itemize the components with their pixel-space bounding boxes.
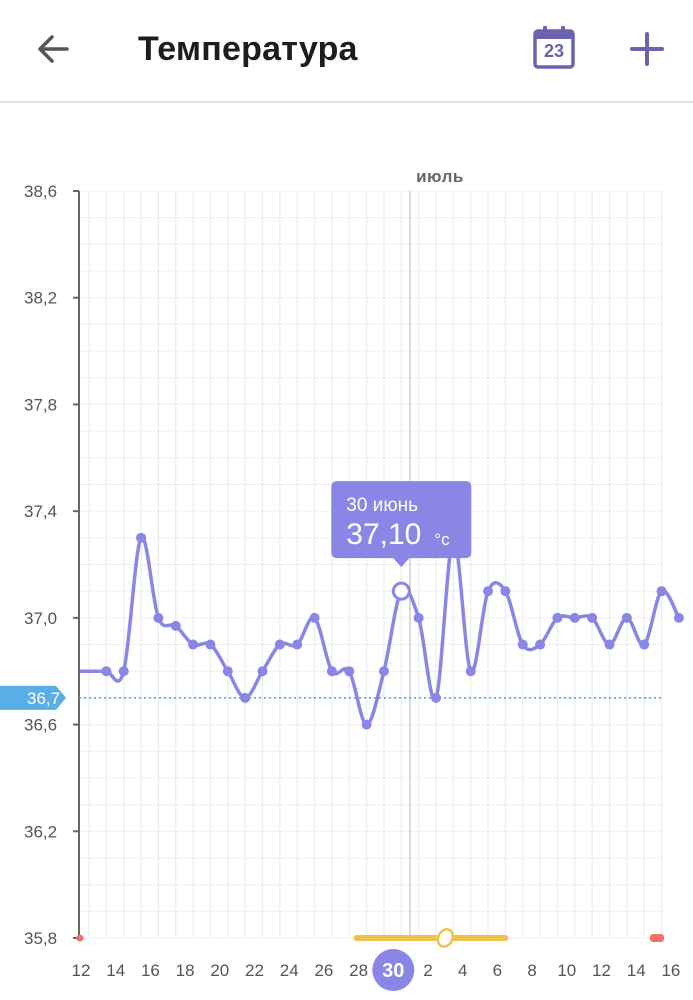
selected-point[interactable] [391, 581, 411, 601]
y-tick-label: 38,2 [24, 289, 57, 308]
x-tick-label[interactable]: 18 [176, 961, 195, 980]
tooltip-value: 37,10 [346, 518, 421, 551]
data-point[interactable] [604, 639, 615, 650]
temperature-chart[interactable]: июль 38,6 38,2 37,8 37,4 37,0 36,6 36,2 35,8 36,7… [0, 102, 693, 1000]
data-point[interactable] [153, 612, 164, 623]
data-point[interactable] [378, 666, 389, 677]
x-tick-label[interactable]: 6 [493, 961, 502, 980]
y-tick-label: 35,8 [24, 929, 57, 948]
x-tick-label[interactable]: 16 [141, 961, 160, 980]
data-point[interactable] [101, 666, 112, 677]
x-tick-label[interactable]: 16 [661, 961, 680, 980]
tooltip-unit: °c [434, 530, 450, 549]
x-tick-label[interactable]: 12 [72, 961, 91, 980]
data-point[interactable] [656, 586, 667, 597]
data-point[interactable] [413, 612, 424, 623]
x-tick-label[interactable]: 12 [592, 961, 611, 980]
selected-day-circle[interactable] [372, 949, 415, 991]
plus-icon [630, 32, 664, 66]
data-point[interactable] [465, 666, 476, 677]
coverline-label: 36,7 [27, 689, 60, 708]
x-tick-label[interactable]: 14 [106, 961, 125, 980]
temperature-line [80, 535, 681, 727]
app-bar: Температура 23 [0, 0, 693, 103]
period-marker-left [76, 934, 84, 942]
data-point[interactable] [535, 639, 546, 650]
period-marker-right [650, 934, 664, 942]
data-point[interactable] [274, 639, 285, 650]
x-tick-label[interactable]: 4 [458, 961, 467, 980]
x-tick-label[interactable]: 8 [527, 961, 536, 980]
tooltip-date: 30 июнь [346, 495, 418, 516]
y-tick-label: 37,4 [24, 502, 57, 521]
data-point[interactable] [673, 612, 684, 623]
x-tick-label[interactable]: 2 [423, 961, 432, 980]
data-point[interactable] [569, 612, 580, 623]
y-tick-label: 38,6 [24, 182, 57, 201]
data-point[interactable] [431, 692, 441, 703]
data-point[interactable] [326, 666, 337, 677]
arrow-left-icon [38, 35, 69, 63]
data-point[interactable] [205, 639, 216, 650]
y-tick-label: 37,0 [24, 609, 57, 628]
calendar-icon [533, 26, 575, 69]
data-point[interactable] [639, 639, 650, 650]
x-tick-label[interactable]: 22 [245, 961, 264, 980]
data-point[interactable] [344, 666, 355, 677]
page-title: Температура [138, 30, 358, 68]
data-point[interactable] [517, 639, 528, 650]
back-button[interactable] [26, 22, 80, 76]
ovulation-marker [436, 928, 454, 948]
data-point[interactable] [188, 639, 199, 650]
data-point[interactable] [552, 612, 563, 623]
data-point[interactable] [118, 666, 129, 677]
data-point[interactable] [240, 692, 251, 703]
coverline-badge[interactable] [0, 685, 66, 710]
data-point[interactable] [292, 639, 303, 650]
x-tick-label[interactable]: 26 [314, 961, 333, 980]
data-point[interactable] [361, 719, 372, 730]
x-tick-label[interactable]: 20 [210, 961, 229, 980]
calendar-button[interactable]: 23 [530, 24, 578, 72]
data-point[interactable] [136, 532, 147, 543]
selected-day-label: 30 [382, 960, 404, 982]
x-tick-label[interactable]: 10 [557, 961, 576, 980]
x-tick-label[interactable]: 14 [627, 961, 646, 980]
y-tick-label: 36,2 [24, 822, 57, 841]
data-point[interactable] [309, 612, 320, 623]
x-tick-label[interactable]: 24 [280, 961, 299, 980]
month-label: июль [416, 167, 464, 186]
data-point[interactable] [500, 586, 511, 597]
data-point[interactable] [222, 666, 233, 677]
data-point[interactable] [483, 586, 494, 597]
data-point[interactable] [170, 620, 181, 631]
data-point[interactable] [587, 612, 598, 623]
y-tick-label: 37,8 [24, 395, 57, 414]
x-tick-label[interactable]: 28 [349, 961, 368, 980]
data-point[interactable] [257, 666, 268, 677]
y-tick-label: 36,6 [24, 716, 57, 735]
add-button[interactable] [622, 24, 672, 74]
tooltip-bubble [331, 481, 472, 568]
calendar-day-number: 23 [543, 41, 565, 61]
data-point[interactable] [621, 612, 632, 623]
